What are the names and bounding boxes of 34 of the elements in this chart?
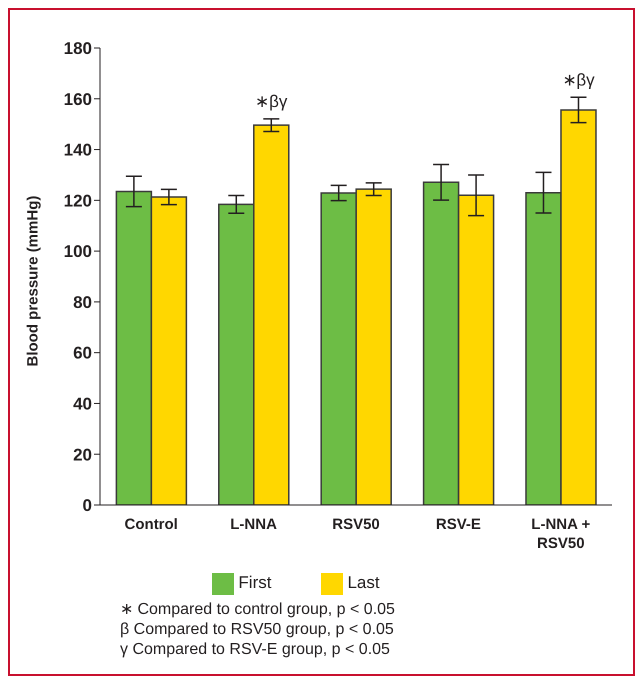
text: ∗ Compared to control group, p < 0.05 <box>120 600 396 620</box>
y-axis-title: Blood pressure (mmHg) <box>24 196 42 366</box>
x-tick-label: L-NNA + RSV50 <box>531 516 591 552</box>
annotation: ∗βγ <box>255 92 288 111</box>
bar <box>150 196 188 505</box>
bar <box>253 124 290 505</box>
bar <box>116 190 152 505</box>
y-tick-label: 20 <box>73 445 92 464</box>
y-tick-label: 160 <box>64 90 92 109</box>
legend-label: First <box>238 573 272 592</box>
y-tick-label: 80 <box>73 292 92 312</box>
x-tick-label: L-NNA <box>230 516 278 533</box>
bar <box>218 204 255 505</box>
text: γ Compared to RSV-E group, p < 0.05 <box>120 640 391 660</box>
x-tick-label: Control <box>124 516 178 533</box>
y-tick-label: 0 <box>82 496 92 516</box>
bar <box>355 188 392 505</box>
text: β Compared to RSV50 group, p < 0.05 <box>120 620 395 640</box>
x-tick-label: RSV50 <box>332 516 380 533</box>
bar <box>320 192 357 505</box>
y-tick-label: 120 <box>64 191 92 210</box>
y-tick-label: 180 <box>64 39 92 58</box>
bar <box>525 192 562 505</box>
annotation: ∗βγ <box>562 70 596 90</box>
y-tick-label: 100 <box>64 242 92 262</box>
legend-label: Last <box>347 573 380 592</box>
y-tick-label: 60 <box>73 344 92 363</box>
bar <box>422 182 460 505</box>
y-tick-label: 140 <box>64 140 92 160</box>
page-border: First Last Control L-NNA RSV50 RSV-E L-NNA + RSV50 0 20 40 60 80 100 120 140 160 180 Blood pressure (mmHg) ∗βγ ∗βγ ∗ Compared to control group, p < 0.05 β Compared to RSV50 group, p < 0.05 γ Compared to RSV-E group, p < 0.05 <box>8 8 635 676</box>
bar <box>458 194 494 505</box>
y-tick-label: 40 <box>73 394 92 414</box>
bar <box>560 109 597 505</box>
x-tick-label: RSV-E <box>436 516 481 533</box>
